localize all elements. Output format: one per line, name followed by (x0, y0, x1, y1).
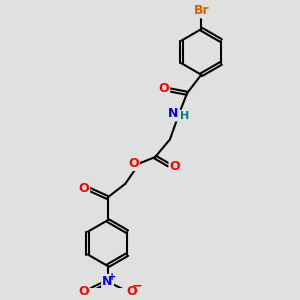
Text: −: − (132, 280, 142, 293)
Text: N: N (102, 275, 113, 288)
Text: N: N (168, 107, 178, 120)
Text: O: O (78, 285, 88, 298)
Text: O: O (78, 182, 89, 195)
Text: O: O (170, 160, 180, 173)
Text: +: + (108, 272, 116, 282)
Text: H: H (180, 111, 189, 121)
Text: Br: Br (194, 4, 209, 17)
Text: O: O (127, 285, 137, 298)
Text: O: O (128, 157, 139, 170)
Text: O: O (158, 82, 169, 95)
